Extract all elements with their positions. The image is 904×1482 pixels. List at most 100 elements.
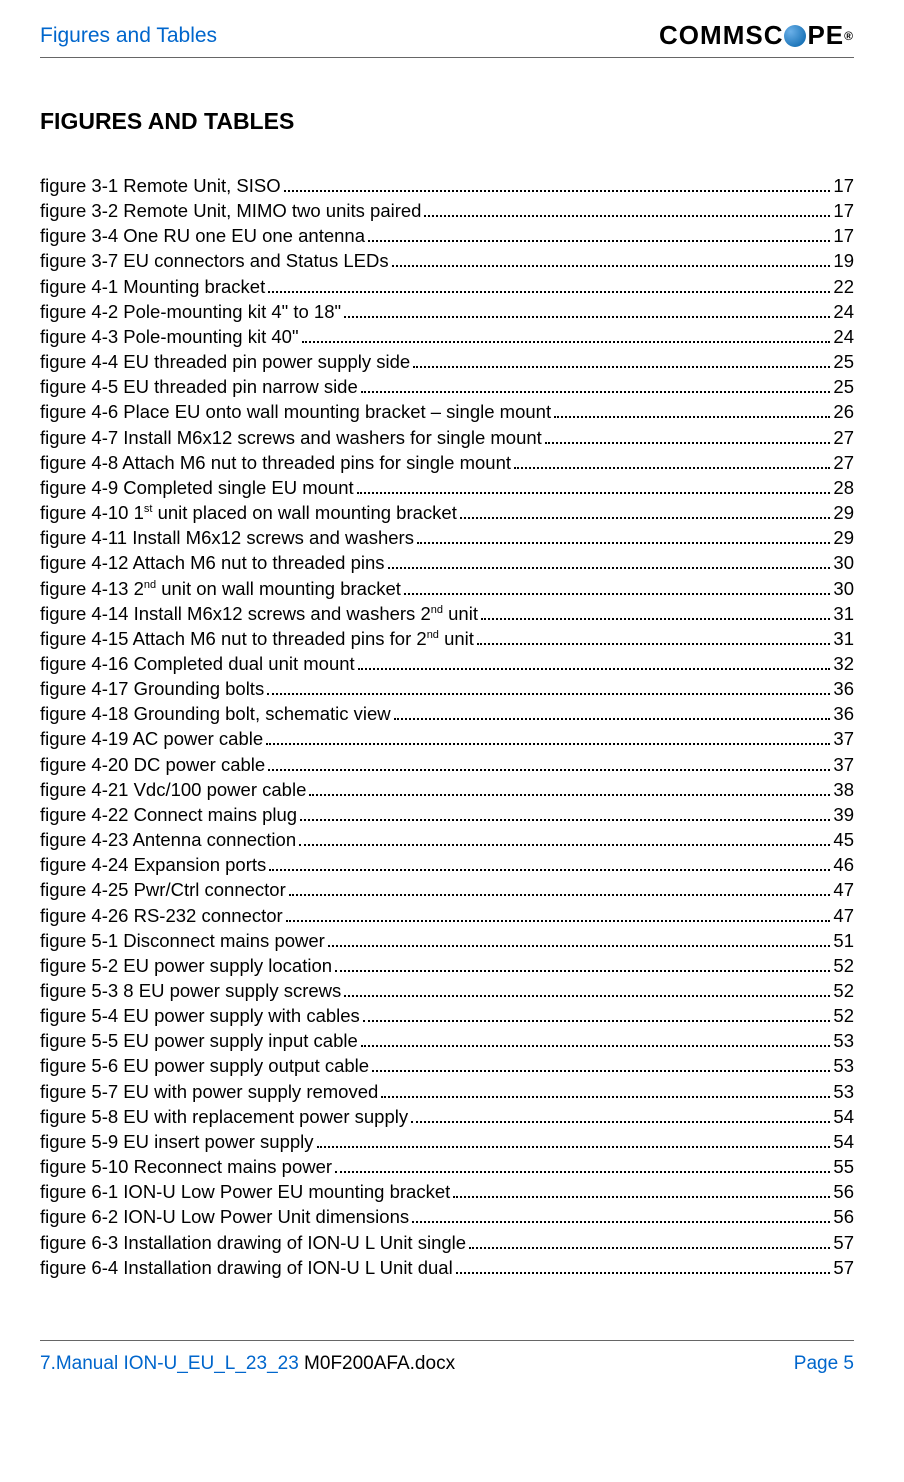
toc-entry[interactable]: figure 4-2 Pole-mounting kit 4" to 18" 2… [40, 299, 854, 324]
toc-page-number: 32 [833, 651, 854, 676]
toc-page-number: 19 [833, 248, 854, 273]
toc-page-number: 38 [833, 777, 854, 802]
toc-entry[interactable]: figure 3-4 One RU one EU one antenna 17 [40, 223, 854, 248]
toc-entry[interactable]: figure 4-21 Vdc/100 power cable 38 [40, 777, 854, 802]
toc-entry[interactable]: figure 4-16 Completed dual unit mount 32 [40, 651, 854, 676]
toc-label: figure 4-3 Pole-mounting kit 40" [40, 324, 299, 349]
section-title: FIGURES AND TABLES [40, 108, 854, 135]
toc-entry[interactable]: figure 4-5 EU threaded pin narrow side 2… [40, 374, 854, 399]
toc-leader-dots [388, 567, 831, 569]
toc-entry[interactable]: figure 4-14 Install M6x12 screws and was… [40, 601, 854, 626]
toc-leader-dots [357, 492, 831, 494]
footer-left: 7.Manual ION-U_EU_L_23_23 M0F200AFA.docx [40, 1353, 455, 1375]
toc-entry[interactable]: figure 5-10 Reconnect mains power 55 [40, 1154, 854, 1179]
toc-page-number: 17 [833, 223, 854, 248]
toc-label: figure 6-1 ION-U Low Power EU mounting b… [40, 1179, 450, 1204]
toc-entry[interactable]: figure 4-7 Install M6x12 screws and wash… [40, 425, 854, 450]
toc-leader-dots [309, 794, 830, 796]
toc-entry[interactable]: figure 6-2 ION-U Low Power Unit dimensio… [40, 1204, 854, 1229]
toc-leader-dots [456, 1272, 831, 1274]
toc-leader-dots [268, 769, 830, 771]
logo-text-after: PE [807, 20, 844, 51]
toc-entry[interactable]: figure 4-18 Grounding bolt, schematic vi… [40, 701, 854, 726]
toc-label: figure 4-12 Attach M6 nut to threaded pi… [40, 550, 385, 575]
toc-page-number: 52 [833, 953, 854, 978]
toc-leader-dots [411, 1121, 830, 1123]
toc-entry[interactable]: figure 4-12 Attach M6 nut to threaded pi… [40, 550, 854, 575]
toc-entry[interactable]: figure 5-9 EU insert power supply 54 [40, 1129, 854, 1154]
toc-entry[interactable]: figure 4-19 AC power cable 37 [40, 726, 854, 751]
toc-entry[interactable]: figure 4-25 Pwr/Ctrl connector 47 [40, 877, 854, 902]
toc-entry[interactable]: figure 4-8 Attach M6 nut to threaded pin… [40, 450, 854, 475]
header-title: Figures and Tables [40, 24, 217, 48]
toc-entry[interactable]: figure 3-1 Remote Unit, SISO 17 [40, 173, 854, 198]
toc-leader-dots [358, 668, 831, 670]
footer-page-number: Page 5 [794, 1353, 854, 1375]
toc-label: figure 4-2 Pole-mounting kit 4" to 18" [40, 299, 341, 324]
toc-entry[interactable]: figure 5-1 Disconnect mains power 51 [40, 928, 854, 953]
toc-leader-dots [344, 316, 830, 318]
toc-leader-dots [268, 291, 830, 293]
toc-entry[interactable]: figure 4-6 Place EU onto wall mounting b… [40, 399, 854, 424]
toc-leader-dots [392, 265, 831, 267]
toc-page-number: 55 [833, 1154, 854, 1179]
toc-label: figure 4-20 DC power cable [40, 752, 265, 777]
toc-label: figure 4-17 Grounding bolts [40, 676, 264, 701]
toc-entry[interactable]: figure 4-11 Install M6x12 screws and was… [40, 525, 854, 550]
toc-entry[interactable]: figure 5-7 EU with power supply removed … [40, 1079, 854, 1104]
toc-page-number: 36 [833, 676, 854, 701]
toc-page-number: 51 [833, 928, 854, 953]
toc-entry[interactable]: figure 5-6 EU power supply output cable … [40, 1053, 854, 1078]
toc-leader-dots [460, 517, 831, 519]
toc-entry[interactable]: figure 4-15 Attach M6 nut to threaded pi… [40, 626, 854, 651]
toc-page-number: 56 [833, 1179, 854, 1204]
toc-entry[interactable]: figure 4-13 2nd unit on wall mounting br… [40, 576, 854, 601]
toc-entry[interactable]: figure 4-23 Antenna connection 45 [40, 827, 854, 852]
toc-entry[interactable]: figure 3-7 EU connectors and Status LEDs… [40, 248, 854, 273]
toc-entry[interactable]: figure 4-4 EU threaded pin power supply … [40, 349, 854, 374]
toc-label: figure 3-4 One RU one EU one antenna [40, 223, 365, 248]
globe-icon [784, 25, 806, 47]
toc-entry[interactable]: figure 4-9 Completed single EU mount 28 [40, 475, 854, 500]
toc-entry[interactable]: figure 6-1 ION-U Low Power EU mounting b… [40, 1179, 854, 1204]
toc-entry[interactable]: figure 5-3 8 EU power supply screws 52 [40, 978, 854, 1003]
toc-label: figure 4-9 Completed single EU mount [40, 475, 354, 500]
toc-entry[interactable]: figure 6-3 Installation drawing of ION-U… [40, 1230, 854, 1255]
toc-entry[interactable]: figure 4-10 1st unit placed on wall moun… [40, 500, 854, 525]
toc-entry[interactable]: figure 5-4 EU power supply with cables 5… [40, 1003, 854, 1028]
toc-page-number: 29 [833, 525, 854, 550]
toc-leader-dots [477, 643, 831, 645]
toc-page-number: 52 [833, 978, 854, 1003]
toc-page-number: 57 [833, 1255, 854, 1280]
toc-entry[interactable]: figure 4-26 RS-232 connector 47 [40, 903, 854, 928]
toc-leader-dots [335, 1171, 830, 1173]
logo-text-before: COMMSC [659, 20, 783, 51]
toc-label: figure 3-7 EU connectors and Status LEDs [40, 248, 389, 273]
toc-leader-dots [361, 391, 831, 393]
toc-page-number: 39 [833, 802, 854, 827]
toc-entry[interactable]: figure 5-5 EU power supply input cable 5… [40, 1028, 854, 1053]
toc-page-number: 47 [833, 877, 854, 902]
toc-entry[interactable]: figure 5-2 EU power supply location 52 [40, 953, 854, 978]
toc-leader-dots [469, 1247, 830, 1249]
toc-entry[interactable]: figure 4-1 Mounting bracket 22 [40, 274, 854, 299]
toc-leader-dots [394, 718, 831, 720]
toc-leader-dots [514, 467, 830, 469]
toc-entry[interactable]: figure 4-3 Pole-mounting kit 40" 24 [40, 324, 854, 349]
toc-entry[interactable]: figure 4-20 DC power cable 37 [40, 752, 854, 777]
toc-leader-dots [413, 366, 830, 368]
toc-leader-dots [417, 542, 830, 544]
toc-page-number: 27 [833, 425, 854, 450]
toc-entry[interactable]: figure 6-4 Installation drawing of ION-U… [40, 1255, 854, 1280]
toc-entry[interactable]: figure 4-24 Expansion ports 46 [40, 852, 854, 877]
toc-entry[interactable]: figure 3-2 Remote Unit, MIMO two units p… [40, 198, 854, 223]
toc-label: figure 4-21 Vdc/100 power cable [40, 777, 306, 802]
toc-entry[interactable]: figure 4-17 Grounding bolts 36 [40, 676, 854, 701]
toc-leader-dots [299, 844, 830, 846]
toc-leader-dots [269, 869, 830, 871]
toc-page-number: 36 [833, 701, 854, 726]
toc-entry[interactable]: figure 4-22 Connect mains plug 39 [40, 802, 854, 827]
toc-label: figure 5-7 EU with power supply removed [40, 1079, 378, 1104]
toc-leader-dots [266, 743, 830, 745]
toc-entry[interactable]: figure 5-8 EU with replacement power sup… [40, 1104, 854, 1129]
